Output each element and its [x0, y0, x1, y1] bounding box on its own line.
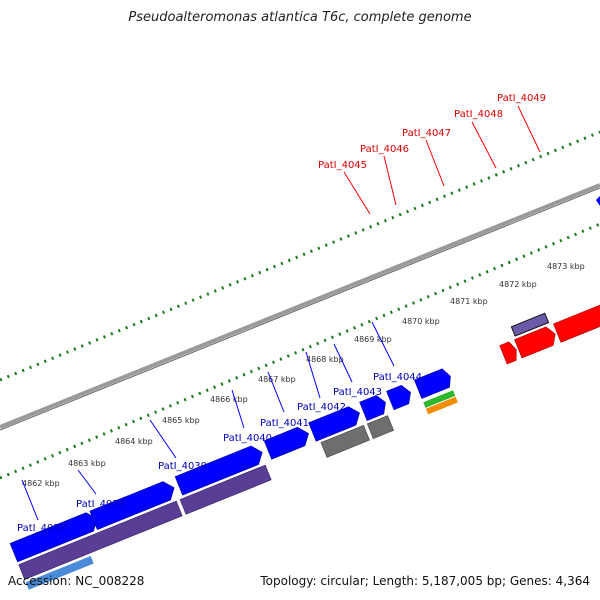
scale-labels: 4862 kbp 4863 kbp 4864 kbp 4865 kbp 4866…: [22, 262, 585, 488]
gene-arrow[interactable]: [413, 367, 454, 399]
gene-label[interactable]: PatI_4046: [360, 144, 409, 155]
scale-label: 4867 kbp: [258, 375, 296, 384]
gene-label[interactable]: PatI_4045: [318, 160, 367, 171]
gene-arrow[interactable]: [320, 424, 370, 458]
genome-backbone: [0, 183, 600, 429]
gene-arrow[interactable]: [18, 500, 183, 580]
gene-label[interactable]: PatI_4044: [373, 372, 422, 383]
gene-arrow[interactable]: [499, 340, 520, 365]
gene-arrow[interactable]: [366, 415, 394, 439]
scale-label: 4863 kbp: [68, 459, 106, 468]
gene-label[interactable]: PatI_4040: [223, 433, 272, 444]
gene-label[interactable]: PatI_4047: [402, 128, 451, 139]
gene-arrow[interactable]: [263, 424, 312, 460]
gene-arrow[interactable]: [423, 390, 456, 408]
scale-label: 4870 kbp: [402, 317, 440, 326]
gene-label[interactable]: PatI_4041: [260, 418, 309, 429]
gene-label[interactable]: PatI_4048: [454, 109, 503, 120]
gene-label[interactable]: PatI_4042: [297, 402, 346, 413]
gene-labels-reverse: PatI_4037 PatI_4038 PatI_4039 PatI_4040 …: [17, 321, 422, 534]
gene-arrow[interactable]: [386, 383, 414, 411]
topology-info: Topology: circular; Length: 5,187,005 bp…: [260, 574, 590, 588]
scale-label: 4869 kbp: [354, 335, 392, 344]
accession-info: Accession: NC_008228: [8, 574, 145, 588]
gene-arrow[interactable]: [308, 404, 364, 442]
scale-label: 4866 kbp: [210, 395, 248, 404]
gene-arrow[interactable]: [179, 464, 272, 515]
scale-label: 4872 kbp: [499, 280, 537, 289]
gene-arrow[interactable]: [174, 443, 266, 496]
scale-label: 4873 kbp: [547, 262, 585, 271]
scale-label: 4864 kbp: [115, 437, 153, 446]
offscreen-gene-indicator: [596, 196, 600, 206]
genome-backbone-shadow: [0, 187, 600, 431]
scale-label: 4868 kbp: [306, 355, 344, 364]
gene-arrow[interactable]: [510, 312, 550, 337]
gene-label[interactable]: PatI_4043: [333, 387, 382, 398]
genome-title: Pseudoalteromonas atlantica T6c, complet…: [128, 10, 472, 25]
gene-arrow[interactable]: [514, 325, 559, 359]
gene-label[interactable]: PatI_4038: [76, 499, 125, 510]
scale-label: 4871 kbp: [450, 297, 488, 306]
gene-arrow[interactable]: [89, 479, 178, 530]
gene-label[interactable]: PatI_4049: [497, 93, 546, 104]
gene-labels-highlight: PatI_4045 PatI_4046 PatI_4047 PatI_4048 …: [318, 93, 546, 215]
gene-arrow[interactable]: [359, 393, 390, 421]
gene-label[interactable]: PatI_4039: [158, 461, 207, 472]
scale-label: 4862 kbp: [22, 479, 60, 488]
gene-arrow[interactable]: [25, 556, 94, 590]
gene-arrow[interactable]: [553, 295, 600, 343]
scale-label: 4865 kbp: [162, 416, 200, 425]
gene-label[interactable]: PatI_4037: [17, 523, 66, 534]
gene-arrow[interactable]: [425, 396, 458, 415]
